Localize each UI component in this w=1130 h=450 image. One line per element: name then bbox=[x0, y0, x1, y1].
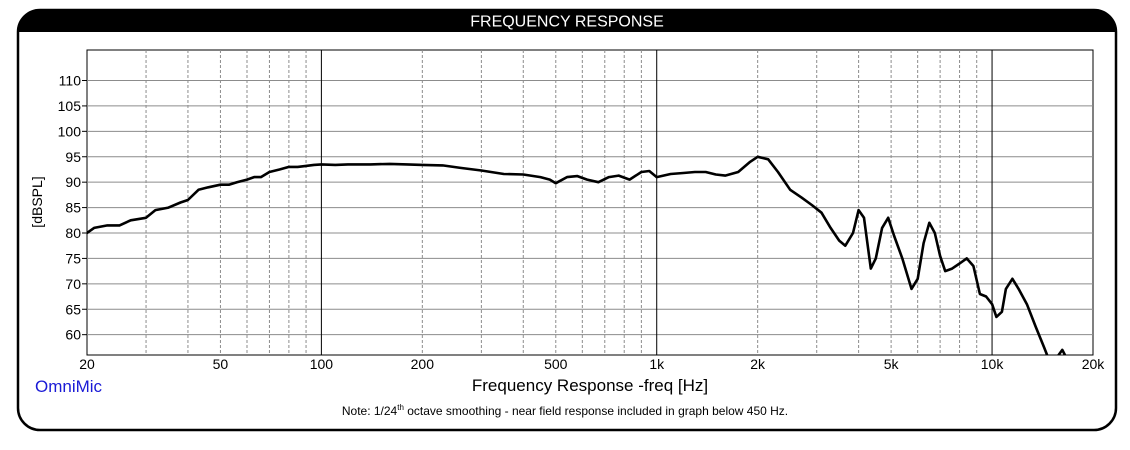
y-tick-label: 75 bbox=[65, 250, 81, 266]
y-tick-label: 90 bbox=[65, 174, 81, 190]
x-tick-label: 5k bbox=[884, 356, 900, 372]
series-line bbox=[87, 155, 1067, 355]
y-tick-label: 80 bbox=[65, 225, 81, 241]
y-tick-label: 60 bbox=[65, 327, 81, 343]
y-tick-label: 100 bbox=[58, 123, 82, 139]
footnote-prefix: Note: 1/24 bbox=[342, 404, 398, 418]
x-tick-label: 100 bbox=[310, 356, 334, 372]
y-tick-label: 70 bbox=[65, 276, 81, 292]
footnote-superscript: th bbox=[397, 403, 404, 412]
footnote-suffix: octave smoothing - near field response i… bbox=[404, 404, 788, 418]
brand-logo: OmniMic bbox=[35, 377, 103, 396]
y-tick-label: 85 bbox=[65, 200, 81, 216]
x-tick-label: 200 bbox=[411, 356, 435, 372]
x-tick-label: 2k bbox=[750, 356, 766, 372]
title-bar bbox=[18, 10, 1116, 32]
y-tick-labels: 60 65 70 75 80 85 90 95 100 105 110 bbox=[58, 73, 82, 343]
chart-title: FREQUENCY RESPONSE bbox=[470, 14, 664, 31]
x-tick-label: 20 bbox=[79, 356, 95, 372]
x-tick-label: 50 bbox=[213, 356, 229, 372]
x-tick-label: 1k bbox=[649, 356, 665, 372]
y-tick-label: 95 bbox=[65, 149, 81, 165]
y-tick-label: 110 bbox=[59, 73, 82, 89]
plot-area bbox=[86, 49, 1094, 356]
footnote: Note: 1/24th octave smoothing - near fie… bbox=[342, 403, 788, 418]
grid-horizontal bbox=[82, 80, 1093, 336]
x-axis-label: Frequency Response -freq [Hz] bbox=[472, 376, 708, 395]
y-axis-label: [dBSPL] bbox=[29, 176, 45, 227]
y-tick-label: 105 bbox=[58, 98, 82, 114]
y-tick-label: 65 bbox=[65, 301, 81, 317]
grid-minor bbox=[145, 50, 978, 355]
x-tick-label: 20k bbox=[1082, 356, 1106, 372]
x-tick-label: 500 bbox=[544, 356, 568, 372]
x-tick-label: 10k bbox=[981, 356, 1005, 372]
x-tick-labels: 20 50 100 200 500 1k 2k 5k 10k 20k bbox=[79, 356, 1105, 372]
